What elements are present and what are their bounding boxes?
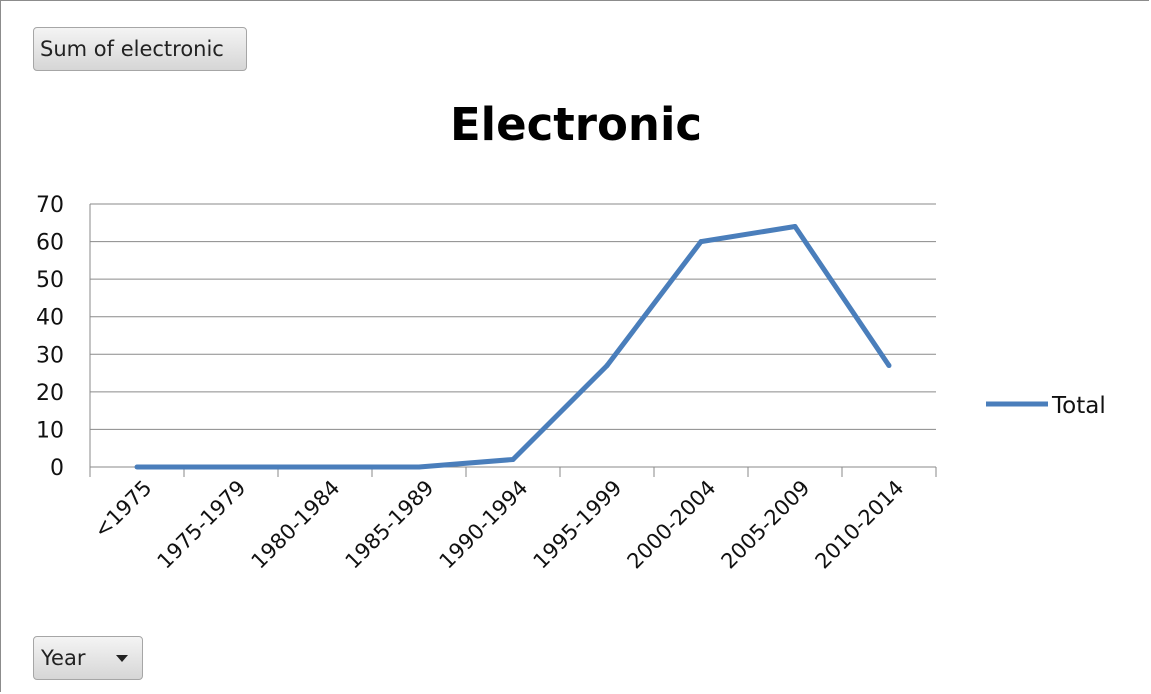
data-point <box>886 363 892 369</box>
x-tick-label: 1995-1999 <box>529 476 627 574</box>
x-tick-label: 2000-2004 <box>623 476 721 574</box>
x-axis-tick-labels: <19751975-19791980-19841985-19891990-199… <box>89 476 908 574</box>
y-tick-label: 40 <box>36 306 64 331</box>
x-tick-label: 2005-2009 <box>717 476 815 574</box>
x-tick-label: 1975-1979 <box>153 476 251 574</box>
data-point <box>698 239 704 245</box>
series-layer <box>134 224 892 470</box>
y-tick-label: 70 <box>36 193 64 218</box>
data-point <box>416 464 422 470</box>
x-tick-label: 1985-1989 <box>341 476 439 574</box>
x-tick-label: 1980-1984 <box>247 476 345 574</box>
x-tick-label: 1990-1994 <box>435 476 533 574</box>
y-tick-label: 20 <box>36 381 64 406</box>
data-point <box>510 456 516 462</box>
data-point <box>604 363 610 369</box>
value-field-label: Sum of electronic <box>40 37 224 61</box>
series-line-total <box>137 224 892 470</box>
legend: Total <box>986 393 1106 419</box>
y-axis-ticks: 0 10 20 30 40 50 60 70 <box>36 193 64 481</box>
axis-field-label: Year <box>41 646 86 670</box>
gridlines <box>90 203 936 430</box>
y-tick-label: 30 <box>36 343 64 368</box>
data-point <box>134 464 140 470</box>
data-point <box>228 464 234 470</box>
value-field-button[interactable]: Sum of electronic <box>33 27 247 71</box>
y-tick-label: 0 <box>50 456 64 481</box>
x-tick-label: <1975 <box>89 476 156 543</box>
x-tick-label: 2010-2014 <box>811 476 909 574</box>
y-tick-label: 50 <box>36 268 64 293</box>
y-tick-label: 60 <box>36 231 64 256</box>
chevron-down-icon <box>116 655 128 662</box>
legend-label-total: Total <box>1051 393 1106 419</box>
chart-title: Electronic <box>450 98 702 151</box>
axis-field-dropdown[interactable]: Year <box>33 636 143 680</box>
data-point <box>792 224 798 230</box>
data-point <box>322 464 328 470</box>
y-tick-label: 10 <box>36 418 64 443</box>
